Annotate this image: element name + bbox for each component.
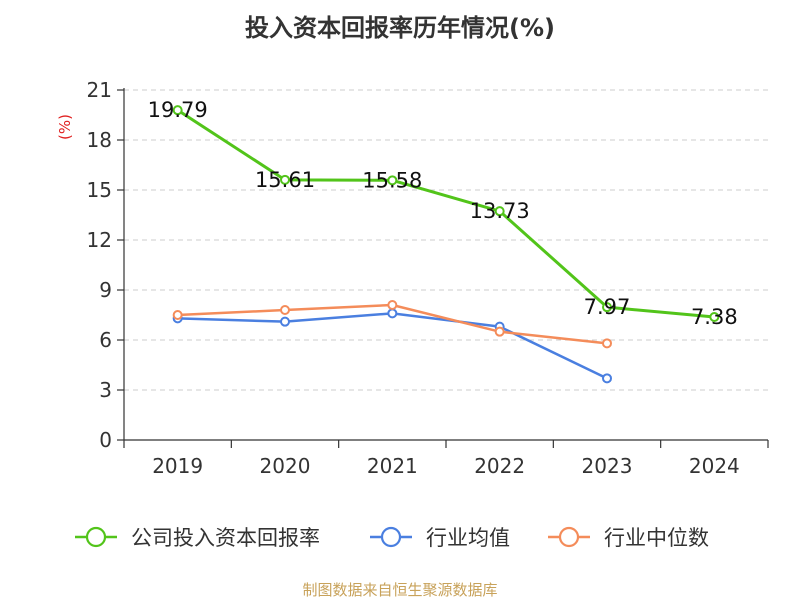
y-axis-unit-label: (%) xyxy=(56,114,74,140)
data-point-1 xyxy=(280,316,290,327)
data-point-0 xyxy=(172,105,183,116)
x-tick-label: 2020 xyxy=(260,454,311,478)
data-source-footer: 制图数据来自恒生聚源数据库 xyxy=(302,581,498,599)
x-tick-label: 2024 xyxy=(689,454,740,478)
data-point-1 xyxy=(387,308,398,319)
chart-title: 投入资本回报率历年情况(%) xyxy=(245,14,555,42)
x-tick-label: 2021 xyxy=(367,454,418,478)
y-tick-label: 6 xyxy=(99,328,112,352)
legend-label-1: 行业均值 xyxy=(426,526,510,550)
data-point-0 xyxy=(602,302,612,313)
x-tick-label: 2022 xyxy=(474,454,525,478)
y-tick-label: 3 xyxy=(99,378,112,402)
data-label: 19.79 xyxy=(148,98,208,122)
legend-label-2: 行业中位数 xyxy=(604,526,709,550)
data-label: 15.61 xyxy=(255,168,315,192)
legend-marker-1 xyxy=(380,526,402,548)
x-tick-label: 2023 xyxy=(582,454,633,478)
data-point-0 xyxy=(387,175,398,186)
data-point-0 xyxy=(709,312,720,322)
y-tick-label: 9 xyxy=(99,278,112,302)
data-point-2 xyxy=(172,310,183,320)
data-label: 15.58 xyxy=(362,168,422,192)
data-label: 13.73 xyxy=(470,199,530,223)
y-tick-label: 12 xyxy=(87,228,112,252)
data-point-2 xyxy=(602,338,612,349)
legend-marker-2 xyxy=(558,526,580,548)
y-tick-label: 18 xyxy=(87,128,112,152)
data-point-0 xyxy=(280,174,290,185)
data-point-1 xyxy=(602,373,612,384)
series-line-0 xyxy=(176,108,715,319)
y-tick-label: 0 xyxy=(99,428,112,452)
data-label: 7.38 xyxy=(691,305,738,329)
data-point-0 xyxy=(494,206,505,217)
data-point-2 xyxy=(387,300,398,310)
data-point-2 xyxy=(280,305,290,315)
y-tick-label: 21 xyxy=(87,78,112,102)
y-tick-label: 15 xyxy=(87,178,112,202)
data-label: 7.97 xyxy=(584,295,631,319)
x-tick-label: 2019 xyxy=(152,454,203,478)
legend-marker-0 xyxy=(85,526,107,548)
data-point-2 xyxy=(494,326,505,337)
series-line-1 xyxy=(177,312,608,380)
legend-label-0: 公司投入资本回报率 xyxy=(131,526,320,550)
